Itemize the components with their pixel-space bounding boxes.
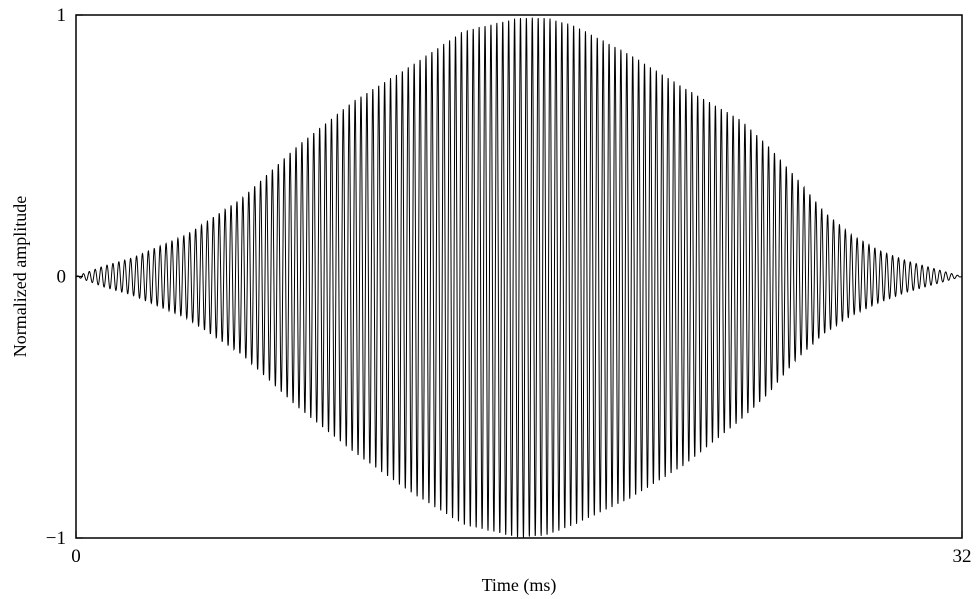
waveform-line — [75, 17, 963, 538]
x-tick-label: 32 — [953, 546, 972, 567]
y-tick-label: 1 — [57, 5, 67, 26]
y-axis-title: Normalized amplitude — [10, 196, 30, 357]
plot-area — [75, 17, 963, 538]
y-tick-label: −1 — [46, 528, 66, 549]
x-axis-title: Time (ms) — [482, 575, 557, 596]
x-tick-label: 0 — [71, 546, 81, 567]
y-tick-label: 0 — [57, 267, 67, 288]
